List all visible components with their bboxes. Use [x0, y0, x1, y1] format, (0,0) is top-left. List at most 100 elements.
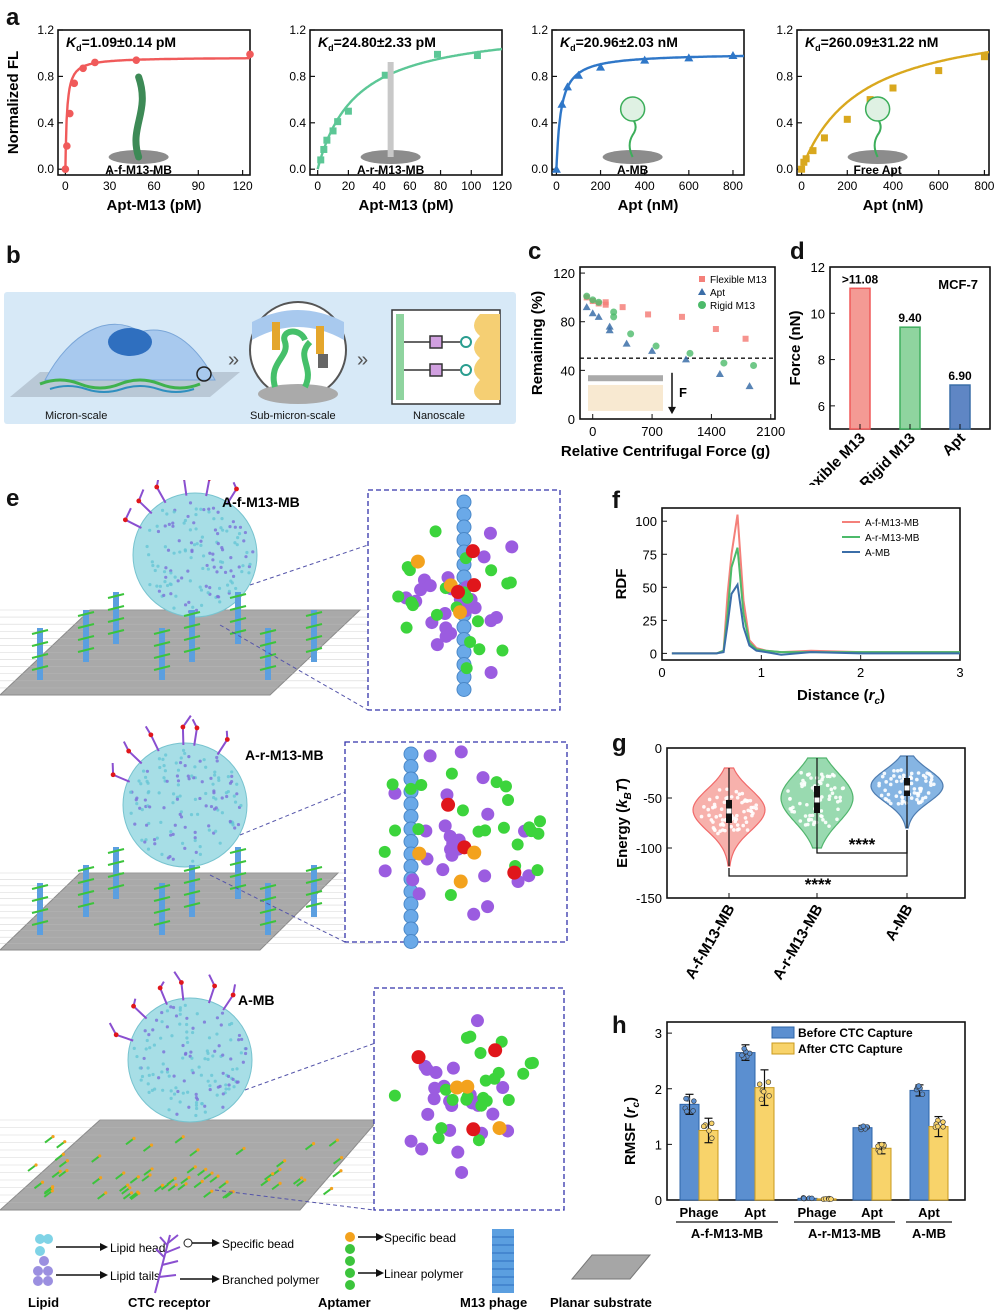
- violin-point: [754, 806, 759, 811]
- x-tick-label: Apt: [939, 430, 969, 460]
- bar: [949, 384, 971, 430]
- nanoparticle-bead: [194, 608, 199, 612]
- nanoparticle-bead: [145, 779, 149, 783]
- nanoparticle-bead: [219, 565, 223, 569]
- nanoparticle-bead: [241, 564, 245, 568]
- phage-bead: [403, 921, 419, 937]
- nanoparticle-bead: [183, 1052, 188, 1056]
- nanoparticle-bead: [231, 1077, 235, 1081]
- violin-point: [918, 786, 922, 791]
- receptor-chain: [216, 730, 229, 756]
- data-point: [640, 55, 650, 64]
- nanoparticle-bead: [225, 794, 229, 799]
- nanoparticle-bead: [164, 566, 168, 570]
- nanoparticle-bead: [140, 838, 144, 842]
- nanoparticle-bead: [231, 823, 235, 827]
- nanoparticle-bead: [178, 812, 182, 816]
- inset-aptamer-loop: [864, 96, 891, 122]
- legend-lipid: Lipid: [28, 1295, 59, 1310]
- aptamer-strand: [183, 611, 201, 617]
- data-point-apt: [605, 326, 614, 334]
- aptamer-strand: [153, 641, 171, 647]
- nanoparticle-bead: [178, 1012, 182, 1016]
- bar: [928, 1126, 949, 1201]
- violin-point: [819, 772, 824, 777]
- x-tick-label: 90: [192, 179, 206, 193]
- specific-bead: [224, 737, 230, 742]
- sub-micron-scale-illustration: [249, 301, 347, 404]
- nanoparticle-bead: [230, 581, 234, 585]
- violin-point: [807, 818, 811, 823]
- inset-plate: [588, 375, 663, 382]
- panel-a-binding-curves: 0.0 0.4 0.8 1.2 0 30 60 90 120 Apt-M13 (pM) Normal…: [5, 23, 995, 214]
- receptor-bead: [415, 1142, 429, 1156]
- linker-bead: [460, 662, 473, 675]
- violin-point: [711, 820, 715, 824]
- linker-bead: [475, 1099, 488, 1112]
- nanoparticle-bead: [236, 822, 241, 827]
- data-point: [61, 165, 70, 173]
- aptamer-strand: [203, 1190, 213, 1198]
- m13-phage-pillar: [311, 865, 317, 917]
- linker-bead: [412, 823, 425, 836]
- nanoparticle-bead: [251, 550, 255, 554]
- violin-point: [805, 772, 810, 777]
- linker-bead: [490, 776, 503, 789]
- nanoparticle-bead: [229, 555, 233, 560]
- y-tick-label: -50: [643, 791, 662, 806]
- nanoparticle-bead: [198, 759, 202, 763]
- receptor-bead: [478, 869, 492, 883]
- nanoparticle-bead: [195, 1106, 199, 1111]
- specific-bead: [230, 992, 236, 998]
- nanoparticle-bead: [245, 550, 249, 555]
- y-tick-label: 12: [811, 260, 825, 275]
- rdf-line: [671, 581, 960, 656]
- aptamer-bead: [267, 1177, 271, 1182]
- nanoparticle-bead: [175, 797, 180, 801]
- data-point: [573, 70, 583, 79]
- violin-point: [743, 816, 748, 820]
- nanoparticle-bead: [214, 829, 218, 833]
- nanoparticle-bead: [183, 825, 187, 829]
- data-point: [935, 67, 943, 75]
- nanoparticle-bead: [193, 797, 198, 801]
- nanoparticle-bead: [194, 1113, 198, 1118]
- nanoparticle-bead: [150, 1088, 154, 1092]
- nanoparticle-bead: [221, 1092, 225, 1096]
- y-tick-label: 0: [650, 646, 657, 661]
- data-point: [473, 52, 481, 60]
- violin-point: [715, 795, 719, 800]
- legend-marker: [698, 301, 706, 309]
- aptamer-strand: [229, 860, 247, 866]
- bar: [735, 1052, 756, 1201]
- nanoparticle-bead: [226, 1074, 231, 1078]
- data-point: [381, 71, 389, 79]
- violin-point: [898, 775, 902, 779]
- receptor-bead: [455, 1165, 469, 1179]
- phage-bead: [403, 934, 419, 949]
- replicate-point: [700, 1123, 707, 1130]
- x-tick-label: 0: [553, 179, 560, 193]
- receptor-bead: [496, 1081, 510, 1095]
- x-axis-label: Apt (nM): [618, 197, 679, 214]
- violin-point: [883, 788, 887, 793]
- receptor-chain: [207, 974, 216, 1004]
- chevron-right-icon: »: [228, 349, 239, 371]
- nanoparticle-bead: [178, 761, 183, 765]
- nanoparticle-bead: [161, 1062, 165, 1066]
- ctc-receptor-icon: [154, 1234, 181, 1294]
- m13-phage-pillar: [159, 883, 165, 935]
- data-point: [63, 142, 71, 150]
- replicate-point: [940, 1124, 946, 1130]
- specific-bead: [131, 1003, 136, 1009]
- nanoparticle-bead: [147, 1090, 151, 1094]
- y-tick-label: 50: [643, 580, 657, 595]
- data-point-rigid: [686, 349, 694, 357]
- receptor-chain: [191, 718, 199, 746]
- nanoparticle-bead: [226, 775, 230, 779]
- violin-point: [719, 807, 724, 811]
- linker-bead: [474, 1047, 487, 1060]
- aptamer-strand: [51, 1170, 61, 1179]
- aptamer-strand: [153, 908, 171, 914]
- aptamer-bead: [196, 1148, 200, 1152]
